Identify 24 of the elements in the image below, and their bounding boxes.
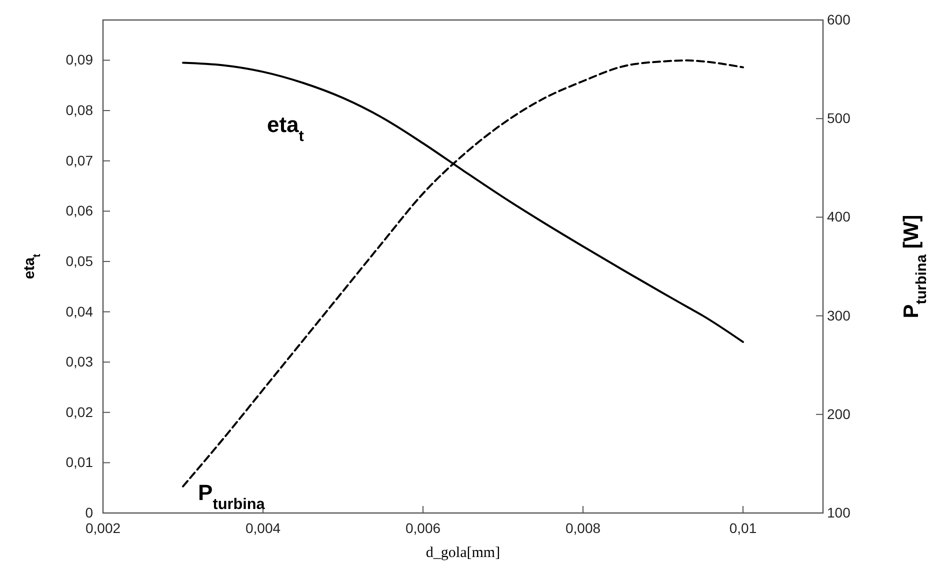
x-tick-label: 0,002 bbox=[85, 520, 121, 536]
x-tick-label: 0,004 bbox=[245, 520, 281, 536]
y2-tick-label: 600 bbox=[827, 11, 851, 28]
series-label: P$_{turbina}$ bbox=[198, 480, 266, 512]
x-tick-label: 0,006 bbox=[405, 520, 441, 536]
y-tick-label: 0,01 bbox=[66, 454, 94, 470]
y-tick-label: 0,08 bbox=[66, 102, 94, 118]
y2-tick-label: 400 bbox=[827, 208, 851, 225]
y2-tick-label: 200 bbox=[827, 406, 851, 422]
y2-tick-label: 500 bbox=[827, 110, 851, 126]
y-tick-label: 0,05 bbox=[66, 252, 94, 269]
y-tick-label: 0,07 bbox=[66, 152, 94, 168]
y-tick-label: 0,09 bbox=[66, 52, 94, 68]
series-label: eta$_{t}$ bbox=[267, 112, 304, 144]
x-tick-label: 0,008 bbox=[565, 520, 601, 536]
y-tick-label: 0,04 bbox=[66, 303, 94, 320]
y-tick-label: 0 bbox=[85, 504, 94, 520]
y-tick-label: 0,02 bbox=[66, 404, 94, 420]
y2-tick-label: 100 bbox=[827, 504, 851, 520]
y2-tick-label: 300 bbox=[827, 307, 851, 324]
y-tick-label: 0,03 bbox=[66, 354, 94, 370]
x-axis-title: d_gola[mm] bbox=[426, 545, 500, 561]
x-tick-label: 0,01 bbox=[729, 520, 757, 536]
y-tick-label: 0,06 bbox=[66, 202, 94, 219]
